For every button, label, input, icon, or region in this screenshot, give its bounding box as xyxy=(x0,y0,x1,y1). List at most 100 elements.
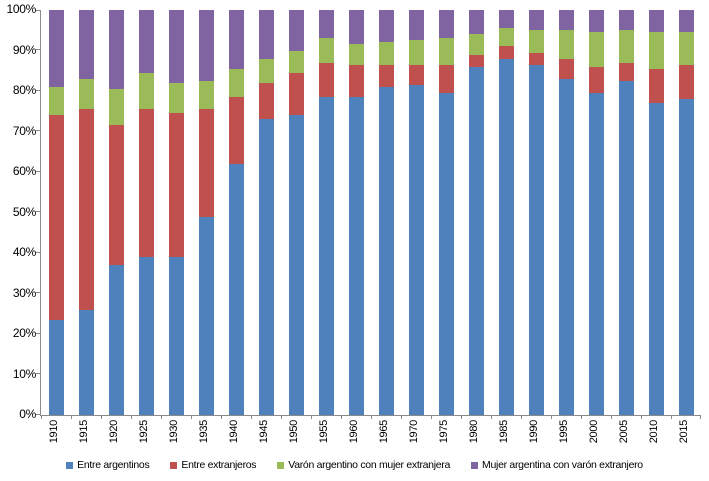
bar-segment-series-2 xyxy=(168,82,184,114)
x-axis-tick xyxy=(281,416,282,419)
bar-segment-series-0 xyxy=(498,58,514,415)
bar-segment-series-2 xyxy=(498,28,514,47)
bar-segment-series-2 xyxy=(558,30,574,59)
x-axis-label: 1930 xyxy=(168,420,180,444)
bar-segment-series-0 xyxy=(198,216,214,415)
bar-segment-series-1 xyxy=(108,125,124,266)
y-axis-tick xyxy=(36,414,40,415)
bar-segment-series-0 xyxy=(48,319,64,415)
bar-segment-series-3 xyxy=(528,10,544,31)
bar-segment-series-0 xyxy=(528,64,544,415)
bar-segment-series-0 xyxy=(438,93,454,415)
bar-segment-series-0 xyxy=(618,80,634,415)
bar-segment-series-3 xyxy=(468,10,484,35)
bar-1930 xyxy=(161,10,191,415)
stacked-bar xyxy=(678,10,694,415)
x-axis-label: 1910 xyxy=(48,420,60,444)
bar-segment-series-2 xyxy=(648,32,664,69)
bar-segment-series-3 xyxy=(618,10,634,31)
bar-segment-series-1 xyxy=(168,113,184,258)
bar-segment-series-1 xyxy=(438,64,454,93)
bar-segment-series-3 xyxy=(678,10,694,33)
bar-segment-series-0 xyxy=(228,163,244,415)
bar-segment-series-1 xyxy=(588,66,604,93)
bar-segment-series-2 xyxy=(78,78,94,110)
legend-label: Entre argentinos xyxy=(77,459,150,471)
x-axis-tick xyxy=(251,416,252,419)
bar-segment-series-2 xyxy=(528,30,544,53)
legend-item-0: Entre argentinos xyxy=(66,459,150,471)
bar-segment-series-3 xyxy=(588,10,604,33)
y-axis-label: 70% xyxy=(12,123,36,138)
x-axis-tick xyxy=(641,416,642,419)
bar-segment-series-3 xyxy=(318,10,334,39)
x-axis-tick xyxy=(371,416,372,419)
bar-segment-series-2 xyxy=(678,32,694,65)
bar-segment-series-1 xyxy=(618,62,634,81)
x-axis-label: 1970 xyxy=(408,420,420,444)
bar-1955 xyxy=(311,10,341,415)
bar-segment-series-3 xyxy=(648,10,664,33)
y-axis-tick xyxy=(36,252,40,253)
x-axis-tick xyxy=(581,416,582,419)
stacked-bar xyxy=(48,10,64,415)
bar-segment-series-3 xyxy=(168,10,184,83)
y-axis-label: 20% xyxy=(12,326,36,340)
bar-segment-series-1 xyxy=(48,115,64,320)
legend-swatch-icon xyxy=(471,461,479,469)
bar-segment-series-3 xyxy=(258,10,274,59)
legend-label: Varón argentino con mujer extranjera xyxy=(288,459,451,471)
bar-segment-series-2 xyxy=(108,88,124,126)
bar-segment-series-2 xyxy=(288,50,304,73)
bar-segment-series-1 xyxy=(318,62,334,98)
stacked-bar xyxy=(378,10,394,415)
y-axis-tick xyxy=(36,211,40,212)
bar-segment-series-3 xyxy=(108,10,124,89)
bar-segment-series-1 xyxy=(408,64,424,85)
y-axis-label: 30% xyxy=(12,285,36,300)
bar-segment-series-2 xyxy=(228,68,244,98)
x-axis-tick xyxy=(41,416,42,419)
plot-area xyxy=(36,10,701,419)
bar-1985 xyxy=(491,10,521,415)
bar-segment-series-2 xyxy=(468,34,484,55)
bar-segment-series-0 xyxy=(78,309,94,415)
bar-1950 xyxy=(281,10,311,415)
stacked-bar xyxy=(288,10,304,415)
y-axis-tick xyxy=(36,49,40,50)
stacked-bar xyxy=(108,10,124,415)
stacked-bar xyxy=(228,10,244,415)
legend-item-1: Entre extranjeros xyxy=(170,459,257,471)
y-axis-label: 0% xyxy=(19,407,36,421)
x-axis-label: 1940 xyxy=(228,420,240,444)
legend-item-2: Varón argentino con mujer extranjera xyxy=(277,459,450,471)
stacked-bar xyxy=(558,10,574,415)
x-axis-tick xyxy=(521,416,522,419)
bar-1970 xyxy=(401,10,431,415)
bar-segment-series-0 xyxy=(348,97,364,415)
y-axis-tick xyxy=(36,171,40,172)
bar-segment-series-2 xyxy=(318,38,334,63)
legend: Entre argentinos Entre extranjeros Varón a… xyxy=(0,459,709,471)
bar-segment-series-3 xyxy=(378,10,394,43)
stacked-bar xyxy=(168,10,184,415)
bar-segment-series-1 xyxy=(528,52,544,65)
x-axis-label: 1990 xyxy=(528,420,540,444)
bar-segment-series-2 xyxy=(138,72,154,110)
y-axis-label: 100% xyxy=(6,2,37,16)
bar-segment-series-0 xyxy=(258,119,274,415)
x-axis-tick xyxy=(221,416,222,419)
bar-segment-series-2 xyxy=(588,32,604,67)
bar-segment-series-3 xyxy=(408,10,424,41)
y-axis-label: 60% xyxy=(12,164,36,178)
y-axis-tick xyxy=(36,10,40,11)
x-axis-label: 1980 xyxy=(468,420,480,444)
bar-segment-series-3 xyxy=(48,10,64,87)
bar-1920 xyxy=(101,10,131,415)
bar-segment-series-0 xyxy=(168,257,184,415)
legend-swatch-icon xyxy=(66,461,74,469)
stacked-bar xyxy=(258,10,274,415)
x-axis-label: 1960 xyxy=(348,420,360,444)
bar-1910 xyxy=(41,10,71,415)
